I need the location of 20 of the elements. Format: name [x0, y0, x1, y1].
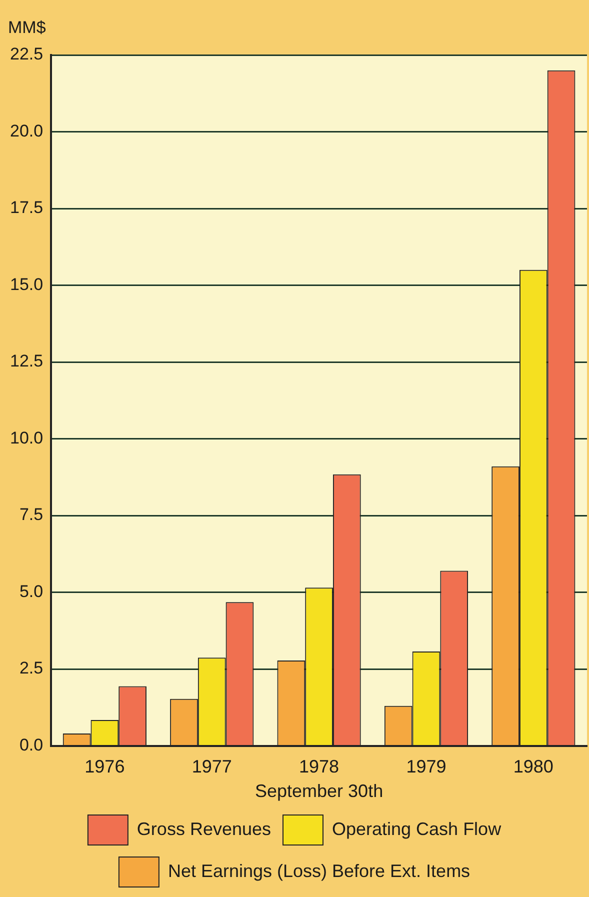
x-tick-label: 1976: [84, 756, 125, 777]
legend-label: Net Earnings (Loss) Before Ext. Items: [168, 860, 470, 881]
y-tick-label: 7.5: [19, 505, 44, 524]
x-tick-label: 1980: [513, 756, 554, 777]
y-tick-label: 17.5: [10, 198, 44, 218]
y-tick-label: 5.0: [19, 582, 44, 601]
x-axis-title: September 30th: [254, 781, 384, 802]
y-tick-label: 2.5: [19, 658, 44, 678]
legend-label: Operating Cash Flow: [332, 818, 502, 839]
x-tick-label: 1979: [406, 756, 446, 777]
y-tick-label: 0.0: [19, 735, 44, 754]
y-tick-label: 12.5: [10, 352, 44, 371]
y-tick-label: 20.0: [10, 121, 44, 140]
x-tick-label: 1977: [192, 756, 232, 777]
legend-label: Gross Revenues: [136, 818, 271, 839]
x-tick-label: 1978: [299, 756, 340, 777]
y-axis-title: MM$: [8, 18, 46, 38]
y-tick-label: 22.5: [10, 44, 44, 64]
y-tick-label: 10.0: [10, 428, 44, 448]
y-tick-label: 15.0: [10, 274, 44, 294]
